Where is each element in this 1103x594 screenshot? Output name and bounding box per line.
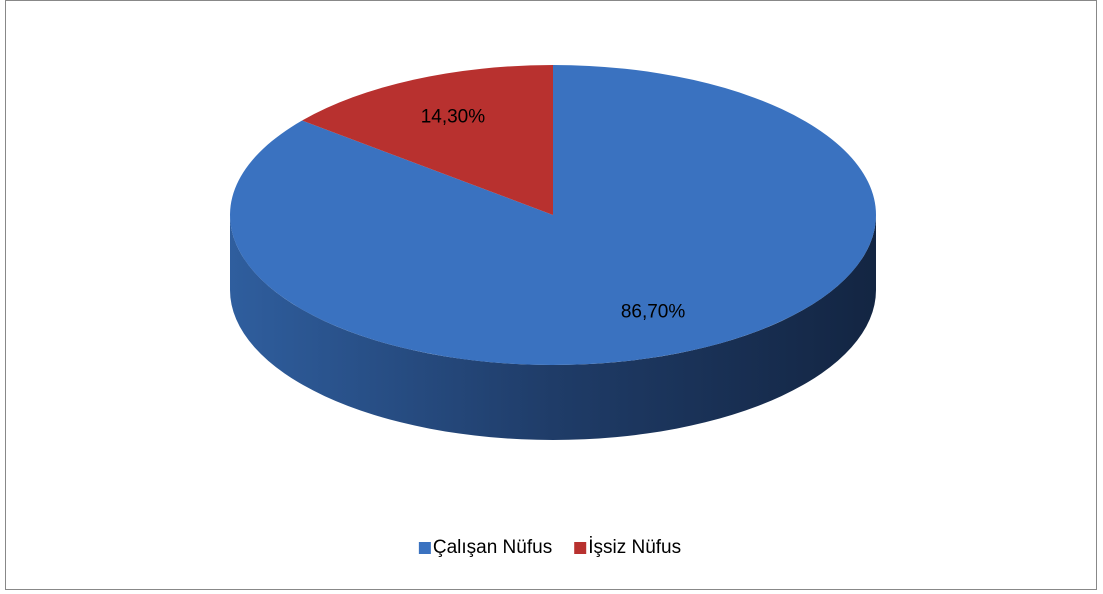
legend-label: Çalışan Nüfus: [433, 537, 552, 558]
pie-side: [230, 215, 876, 440]
legend-label: İşsiz Nüfus: [588, 537, 681, 558]
legend-swatch: [574, 542, 587, 554]
data-label: 14,30%: [421, 107, 486, 128]
pie-slice: [302, 65, 553, 215]
data-label: 86,70%: [621, 302, 686, 323]
legend: Çalışan Nüfus İşsiz Nüfus: [418, 537, 681, 558]
pie-slice: [229, 65, 876, 365]
legend-swatch: [418, 542, 431, 554]
